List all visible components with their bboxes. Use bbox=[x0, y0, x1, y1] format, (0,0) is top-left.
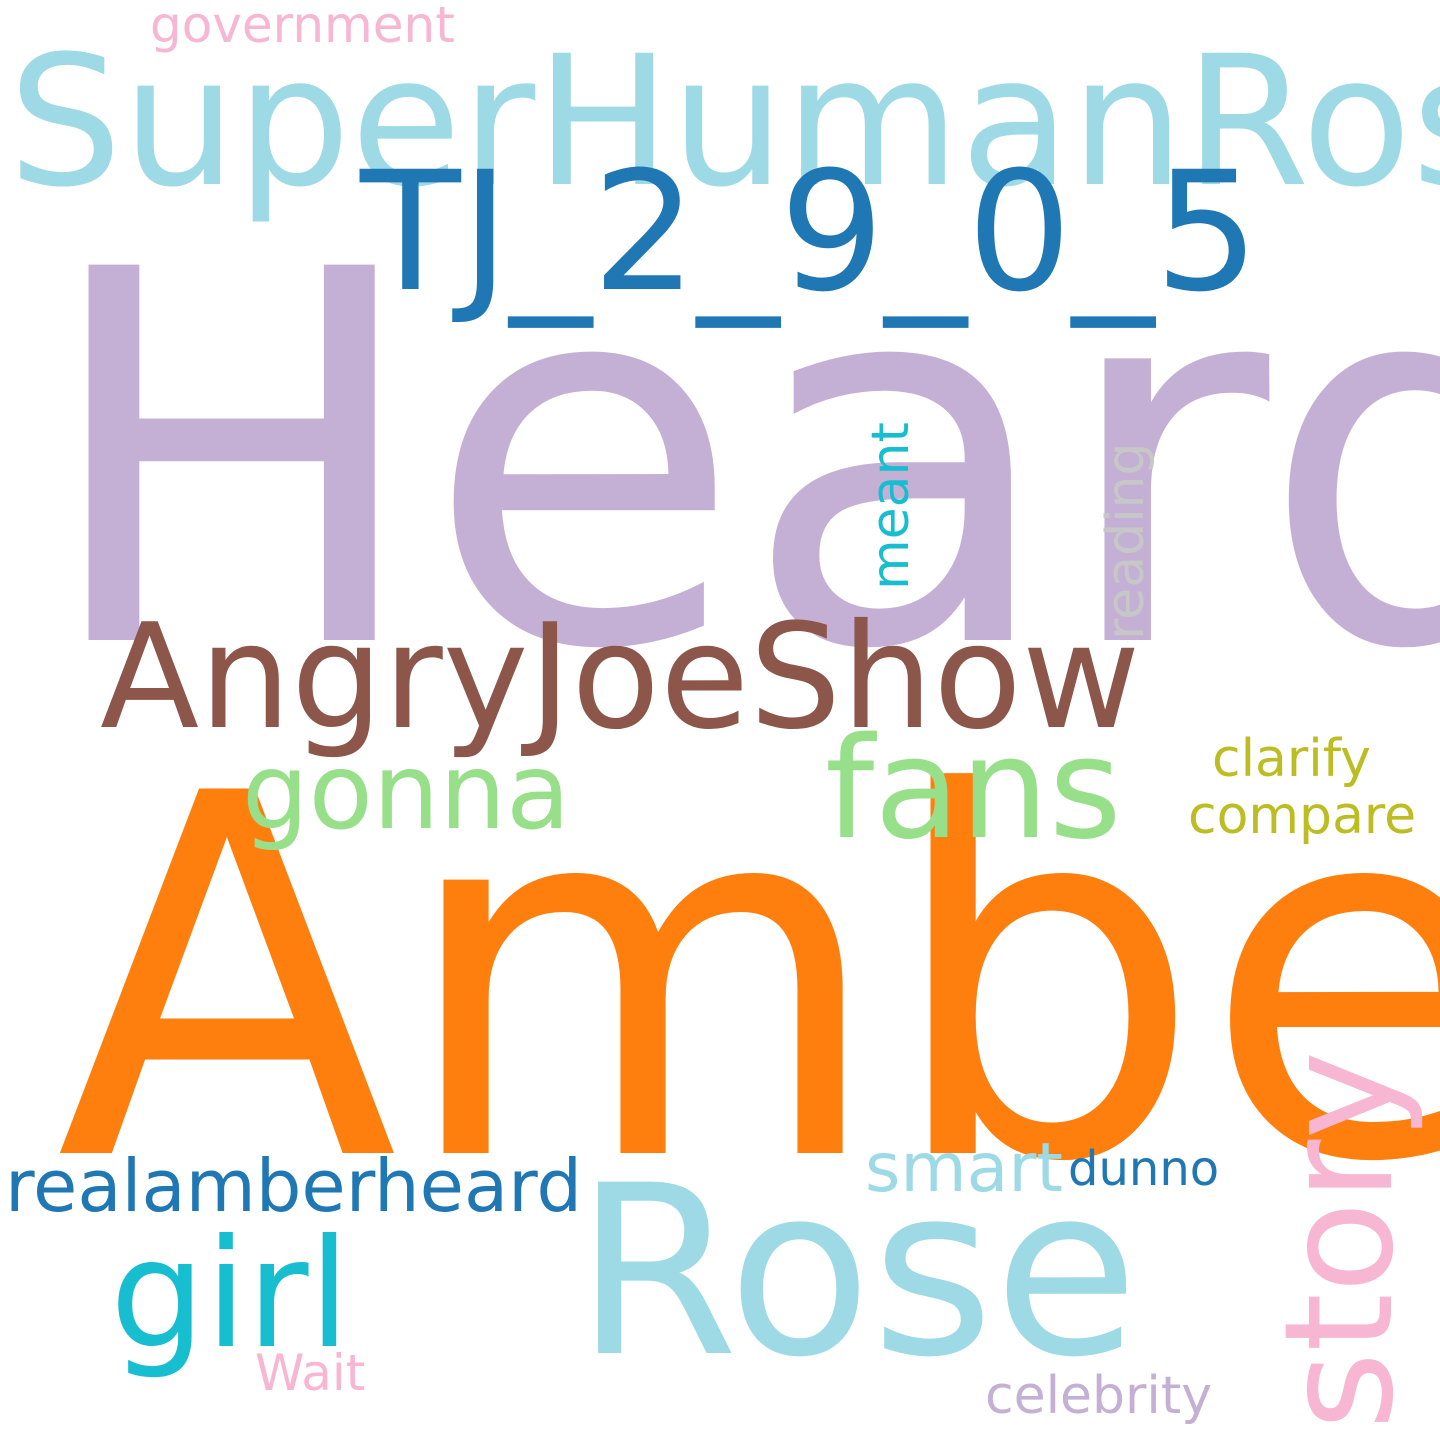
word-heard: Heard bbox=[38, 163, 1440, 762]
word-gonna: gonna bbox=[242, 731, 571, 853]
word-wait: Wait bbox=[255, 1344, 366, 1402]
word-rose: Rose bbox=[575, 1136, 1139, 1409]
word-celebrity: celebrity bbox=[985, 1366, 1213, 1426]
word-government: government bbox=[150, 0, 455, 54]
word-smart: smart bbox=[865, 1129, 1063, 1208]
word-dunno: dunno bbox=[1068, 1141, 1220, 1197]
word-superhumanros1: SuperHumanRos1 bbox=[8, 18, 1440, 227]
word-realamberheard: realamberheard bbox=[5, 1144, 583, 1228]
word-amber: Amber bbox=[56, 689, 1440, 1271]
word-reading: reading bbox=[1096, 442, 1156, 640]
word-tj-2-9-0-5: TJ_2_9_0_5 bbox=[360, 136, 1260, 328]
word-compare: compare bbox=[1188, 786, 1417, 846]
word-angryjoeshow: AngryJoeShow bbox=[100, 593, 1141, 762]
word-girl: girl bbox=[110, 1208, 351, 1382]
word-clarify: clarify bbox=[1212, 729, 1371, 789]
word-meant: meant bbox=[861, 422, 921, 590]
word-story: story bbox=[1253, 1050, 1427, 1430]
word-fans: fans bbox=[825, 708, 1122, 871]
